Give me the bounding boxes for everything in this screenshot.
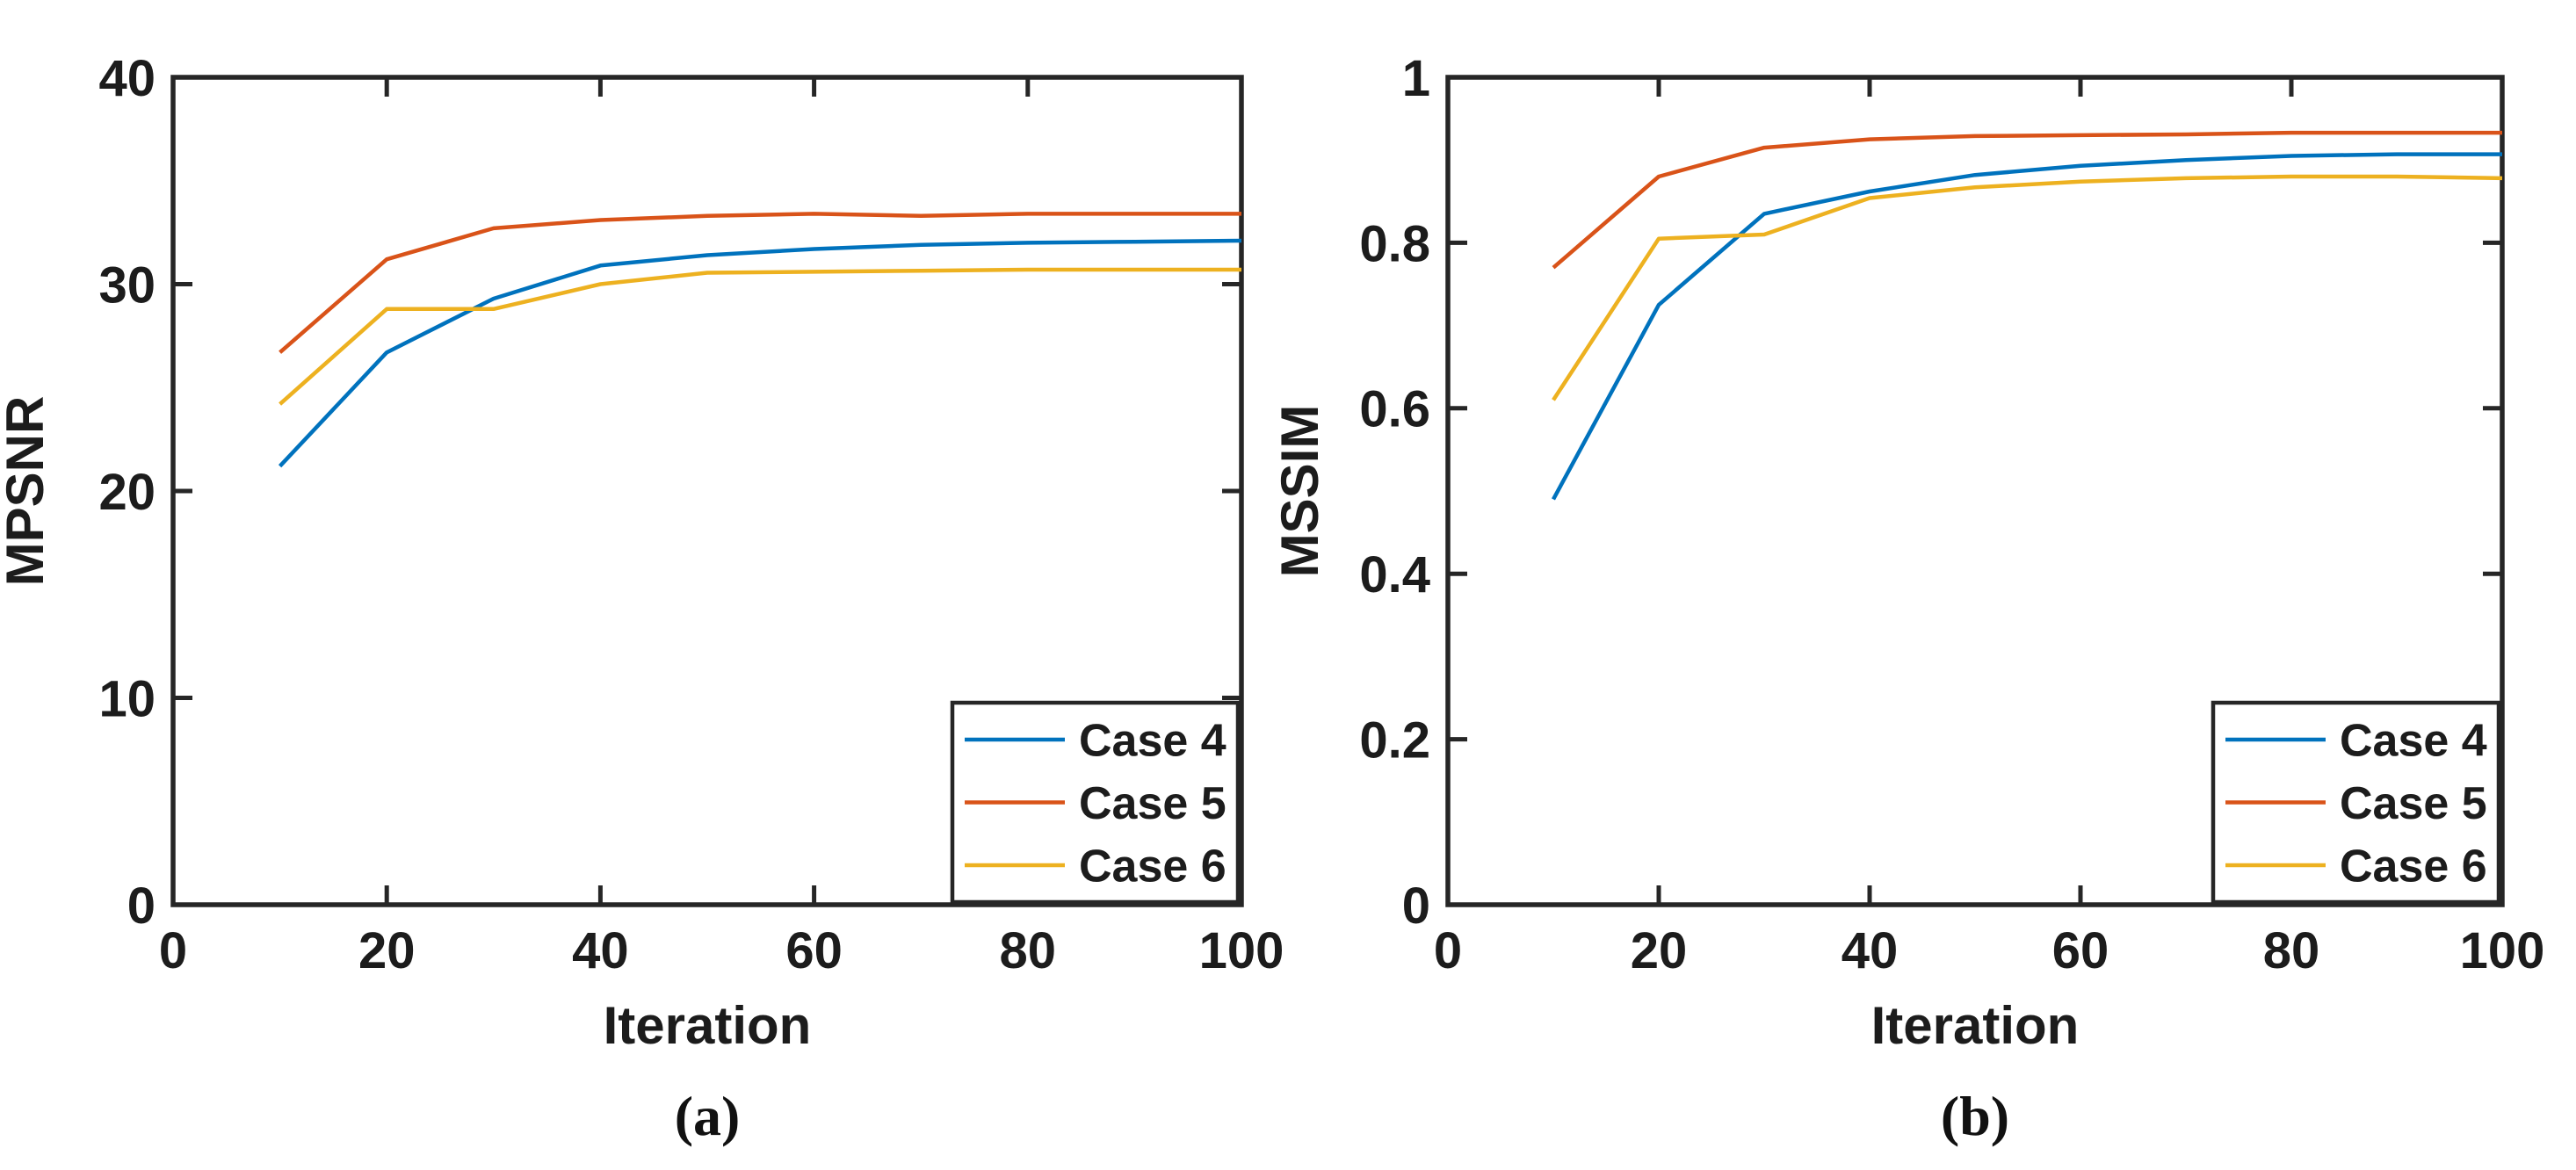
legend-label-case-4: Case 4 bbox=[1079, 716, 1226, 767]
legend: Case 4 Case 5 Case 6 bbox=[950, 700, 1241, 905]
x-tick-label: 60 bbox=[785, 922, 843, 979]
legend-label-case-6: Case 6 bbox=[1079, 841, 1226, 892]
panel-caption: (a) bbox=[675, 1085, 741, 1147]
panel-b: 0 20 40 60 80 100 0 0.2 0.4 0.6 0.8 1 Iteration MSSIM… bbox=[1270, 50, 2544, 1147]
y-tick-label: 1 bbox=[1402, 50, 1430, 107]
panel-a: 0 20 40 60 80 100 0 10 20 30 40 Iteration MPSNR (a) Ca… bbox=[0, 50, 1284, 1147]
case-4-line bbox=[1552, 152, 2502, 501]
y-tick-label: 0 bbox=[127, 878, 156, 935]
y-tick-label: 0.8 bbox=[1359, 215, 1430, 272]
x-tick-label: 0 bbox=[159, 922, 187, 979]
legend-label-case-5: Case 5 bbox=[2340, 778, 2487, 829]
y-tick-label: 40 bbox=[98, 50, 156, 107]
legend: Case 4 Case 5 Case 6 bbox=[2211, 700, 2501, 905]
y-tick-label: 0.6 bbox=[1359, 381, 1430, 438]
case-6-line bbox=[1552, 174, 2503, 401]
x-tick-label: 20 bbox=[358, 922, 416, 979]
case-6-line bbox=[279, 267, 1241, 406]
x-tick-label: 80 bbox=[2263, 922, 2320, 979]
x-tick-label: 80 bbox=[1000, 922, 1057, 979]
axes-box bbox=[1445, 75, 2505, 907]
x-tick-label: 60 bbox=[2052, 922, 2109, 979]
x-tick-label: 20 bbox=[1631, 922, 1688, 979]
x-tick-label: 100 bbox=[2460, 922, 2545, 979]
y-tick-label: 20 bbox=[98, 464, 156, 521]
y-tick-label: 0.2 bbox=[1359, 711, 1430, 769]
y-tick-label: 0 bbox=[1402, 878, 1430, 935]
x-tick-label: 100 bbox=[1199, 922, 1284, 979]
x-axis-label: Iteration bbox=[1871, 996, 2080, 1055]
case-5-line bbox=[279, 212, 1241, 354]
x-tick-label: 0 bbox=[1434, 922, 1462, 979]
panel-caption: (b) bbox=[1941, 1085, 2009, 1147]
case-4-line bbox=[278, 238, 1242, 468]
legend-label-case-5: Case 5 bbox=[1079, 778, 1226, 829]
legend-label-case-6: Case 6 bbox=[2340, 841, 2487, 892]
x-axis-label: Iteration bbox=[604, 996, 812, 1055]
y-tick-label: 0.4 bbox=[1359, 546, 1430, 603]
y-axis-label: MSSIM bbox=[1270, 405, 1329, 578]
x-tick-label: 40 bbox=[572, 922, 629, 979]
y-tick-label: 30 bbox=[98, 256, 156, 314]
y-axis-label: MPSNR bbox=[0, 396, 54, 587]
legend-label-case-4: Case 4 bbox=[2340, 716, 2487, 767]
x-tick-label: 40 bbox=[1842, 922, 1899, 979]
case-5-line bbox=[1552, 130, 2502, 270]
y-tick-label: 10 bbox=[98, 670, 156, 727]
